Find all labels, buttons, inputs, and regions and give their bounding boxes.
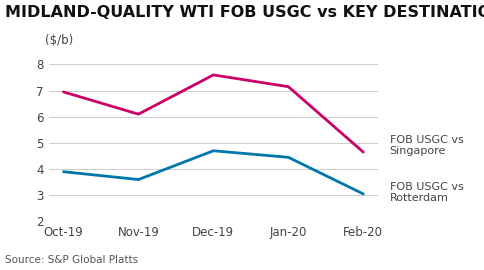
- Text: ($/b): ($/b): [45, 34, 73, 47]
- Text: MIDLAND-QUALITY WTI FOB USGC vs KEY DESTINATIONS: MIDLAND-QUALITY WTI FOB USGC vs KEY DEST…: [5, 5, 484, 21]
- Text: FOB USGC vs
Rotterdam: FOB USGC vs Rotterdam: [389, 182, 462, 203]
- Text: Source: S&P Global Platts: Source: S&P Global Platts: [5, 255, 137, 265]
- Text: FOB USGC vs
Singapore: FOB USGC vs Singapore: [389, 135, 462, 156]
